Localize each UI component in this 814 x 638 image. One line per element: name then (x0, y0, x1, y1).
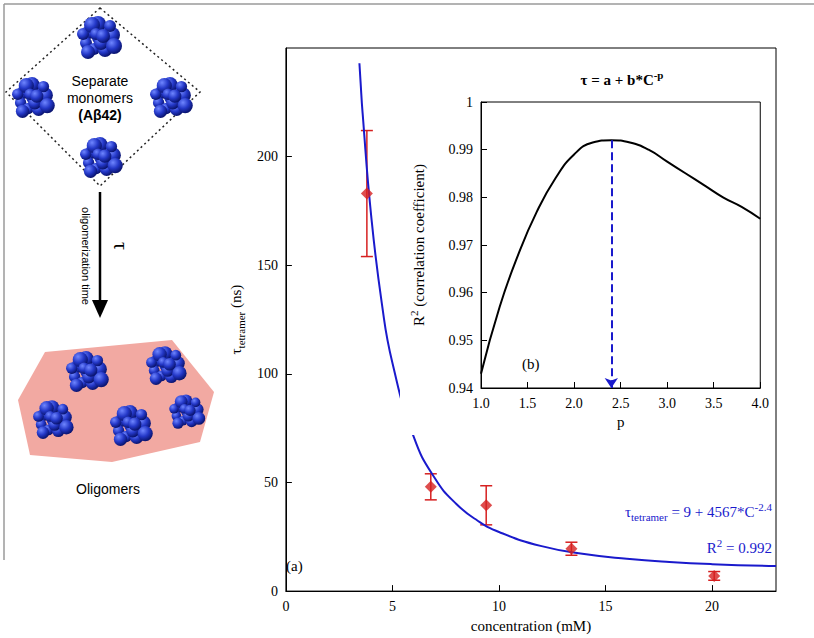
svg-text:R: R (411, 316, 427, 326)
svg-text:0.95: 0.95 (449, 333, 474, 348)
svg-text:3.0: 3.0 (658, 396, 676, 411)
svg-text:-2.4: -2.4 (755, 501, 773, 513)
svg-text:tetramer: tetramer (631, 511, 668, 523)
svg-text:4.0: 4.0 (752, 396, 770, 411)
svg-text:3.5: 3.5 (705, 396, 723, 411)
svg-text:1.5: 1.5 (519, 396, 537, 411)
svg-text:150: 150 (257, 258, 278, 273)
svg-text:τ: τ (227, 348, 244, 355)
svg-text:0: 0 (282, 599, 289, 614)
svg-text:τ = a + b*C: τ = a + b*C (581, 72, 654, 88)
svg-text:100: 100 (257, 366, 278, 381)
svg-text:R: R (707, 540, 717, 556)
svg-text:15: 15 (599, 599, 613, 614)
svg-text:2: 2 (407, 310, 420, 316)
svg-text:-p: -p (654, 69, 664, 81)
svg-text:10: 10 (492, 599, 506, 614)
svg-text:tetramer: tetramer (235, 311, 247, 348)
svg-text:(Aβ42): (Aβ42) (78, 107, 122, 123)
svg-text:0: 0 (271, 584, 278, 599)
svg-text:concentration (mM): concentration (mM) (471, 618, 591, 635)
svg-text:2.5: 2.5 (612, 396, 630, 411)
svg-text:2: 2 (717, 537, 723, 549)
svg-text:τ: τ (625, 504, 631, 520)
svg-text:p: p (617, 414, 625, 430)
svg-text:monomers: monomers (67, 90, 133, 106)
svg-text:1: 1 (466, 95, 473, 110)
svg-text:0.98: 0.98 (449, 190, 474, 205)
svg-text:0.99: 0.99 (449, 142, 474, 157)
svg-text:0.97: 0.97 (449, 238, 474, 253)
svg-text:= 9 + 4567*C: = 9 + 4567*C (668, 504, 755, 520)
svg-text:oligomerization time: oligomerization time (80, 207, 92, 305)
svg-text:(correlation coefficient): (correlation coefficient) (411, 164, 428, 310)
svg-text:20: 20 (705, 599, 719, 614)
svg-text:Oligomers: Oligomers (76, 481, 140, 497)
svg-text:Separate: Separate (72, 73, 129, 89)
svg-text:(a): (a) (286, 558, 303, 575)
svg-text:(ns): (ns) (228, 285, 245, 312)
svg-text:2.0: 2.0 (565, 396, 583, 411)
svg-text:50: 50 (264, 475, 278, 490)
svg-text:= 0.992: = 0.992 (722, 540, 772, 556)
svg-text:(b): (b) (522, 356, 540, 373)
svg-text:0.96: 0.96 (449, 285, 474, 300)
svg-text:200: 200 (257, 149, 278, 164)
svg-text:1.0: 1.0 (472, 396, 490, 411)
svg-text:τ: τ (110, 242, 132, 250)
svg-text:5: 5 (389, 599, 396, 614)
svg-text:0.94: 0.94 (449, 381, 474, 396)
